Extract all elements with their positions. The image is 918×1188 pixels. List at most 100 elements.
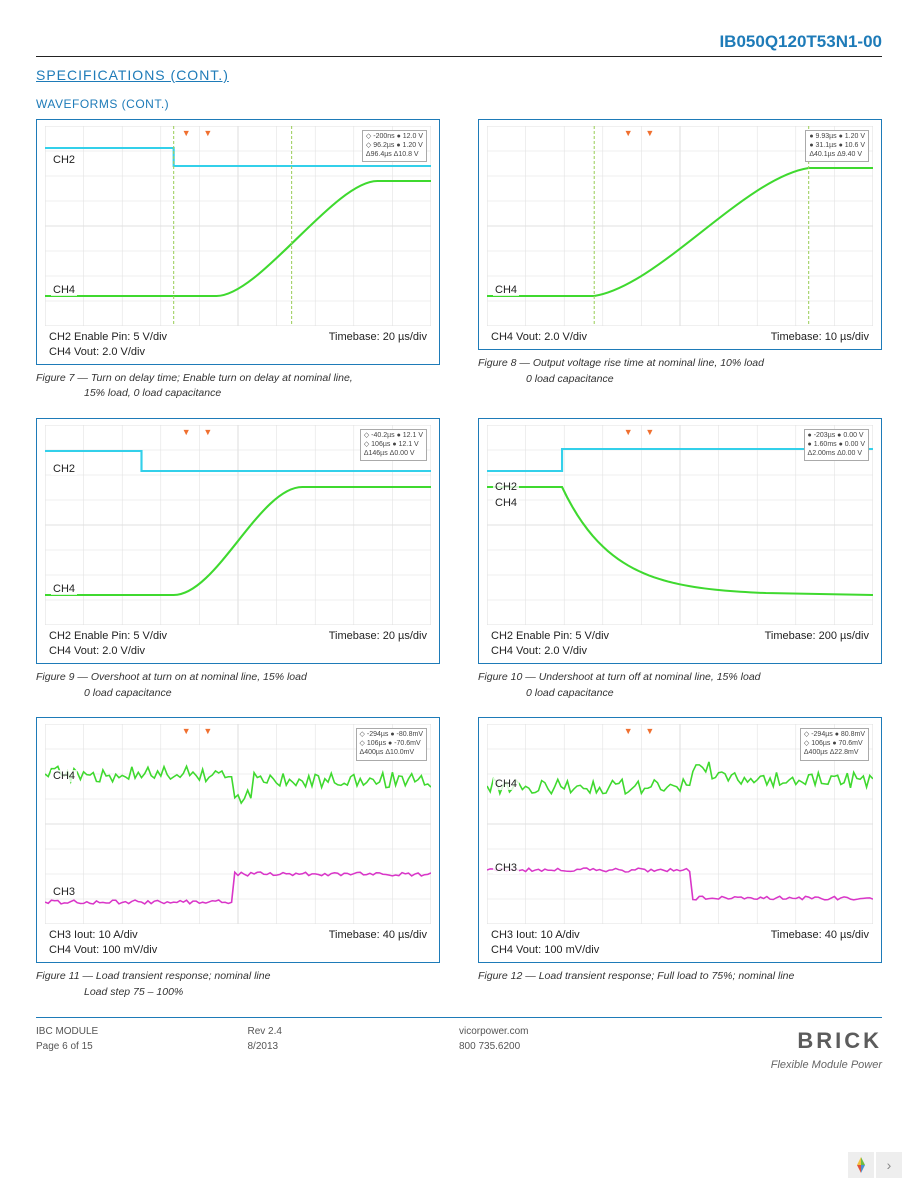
cursor-readout: ● -203µs ● 0.00 V● 1.60ms ● 0.00 VΔ2.00m…: [804, 429, 869, 461]
brand-name: BRICK: [671, 1024, 883, 1057]
figures-grid: CH2 CH4 ▼ ▼ ◇ -200ns ● 12.0 V◇ 96.2µs ● 1…: [36, 119, 882, 1011]
oscilloscope-frame: CH2 CH4 ▼ ▼ ◇ -200ns ● 12.0 V◇ 96.2µs ● 1…: [36, 119, 440, 365]
oscilloscope-plot: CH2CH4 ▼ ▼ ● -203µs ● 0.00 V● 1.60ms ● 0…: [487, 425, 873, 625]
section-subtitle: WAVEFORMS (CONT.): [36, 97, 882, 111]
trigger-marker-icon: ▼: [645, 726, 654, 736]
oscilloscope-frame: CH4 CH3 ▼ ▼ ◇ -294µs ● -80.8mV◇ 106µs ● -…: [36, 717, 440, 963]
figure-caption-line1: Figure 12 — Load transient response; Ful…: [478, 970, 794, 982]
oscilloscope-frame: CH2CH4 ▼ ▼ ● -203µs ● 0.00 V● 1.60ms ● 0…: [478, 418, 882, 664]
figure-block: CH2CH4 ▼ ▼ ● -203µs ● 0.00 V● 1.60ms ● 0…: [478, 418, 882, 711]
footer-module: IBC MODULE: [36, 1024, 248, 1039]
timebase-label: Timebase: 40 µs/div: [329, 928, 427, 958]
trigger-marker-icon: ▼: [203, 726, 212, 736]
channel-label: CH4: [51, 770, 77, 782]
figure-caption-line1: Figure 9 — Overshoot at turn on at nomin…: [36, 671, 307, 683]
scope-scale-label: CH2 Enable Pin: 5 V/div: [49, 629, 167, 644]
oscilloscope-plot: CH4 ▼ ▼ ● 9.93µs ● 1.20 V● 31.1µs ● 10.6…: [487, 126, 873, 326]
figure-block: CH4CH3 ▼ ▼ ◇ -294µs ● 80.8mV◇ 106µs ● 70…: [478, 717, 882, 1010]
channel-label: CH4: [51, 284, 77, 296]
figure-block: CH4 ▼ ▼ ● 9.93µs ● 1.20 V● 31.1µs ● 10.6…: [478, 119, 882, 412]
figure-block: CH2CH4 ▼ ▼ ◇ -40.2µs ● 12.1 V◇ 106µs ● 1…: [36, 418, 440, 711]
footer-col-module: IBC MODULE Page 6 of 15: [36, 1024, 248, 1054]
scope-scale-label: CH4 Vout: 2.0 V/div: [49, 345, 167, 360]
scope-scale-label: CH4 Vout: 2.0 V/div: [49, 644, 167, 659]
footer-date: 8/2013: [248, 1039, 460, 1054]
channel-label: CH3: [493, 862, 519, 874]
trigger-marker-icon: ▼: [182, 427, 191, 437]
figure-caption: Figure 10 — Undershoot at turn off at no…: [478, 664, 882, 712]
figure-caption-line2: Load step 75 – 100%: [36, 985, 440, 1001]
timebase-label: Timebase: 10 µs/div: [771, 330, 869, 345]
oscilloscope-plot: CH2CH4 ▼ ▼ ◇ -40.2µs ● 12.1 V◇ 106µs ● 1…: [45, 425, 431, 625]
section-title: SPECIFICATIONS (CONT.): [36, 67, 882, 83]
figure-caption-line2: 0 load capacitance: [478, 372, 882, 388]
oscilloscope-frame: CH4CH3 ▼ ▼ ◇ -294µs ● 80.8mV◇ 106µs ● 70…: [478, 717, 882, 963]
trigger-marker-icon: ▼: [645, 128, 654, 138]
footer-url: vicorpower.com: [459, 1024, 671, 1039]
figure-caption-line2: 0 load capacitance: [478, 686, 882, 702]
channel-label: CH4: [493, 284, 519, 296]
figure-caption-line1: Figure 11 — Load transient response; nom…: [36, 970, 270, 982]
trigger-marker-icon: ▼: [182, 726, 191, 736]
figure-caption-line1: Figure 10 — Undershoot at turn off at no…: [478, 671, 761, 683]
figure-caption-line2: 0 load capacitance: [36, 686, 440, 702]
footer-col-contact: vicorpower.com 800 735.6200: [459, 1024, 671, 1054]
scope-info-bar: CH2 Enable Pin: 5 V/divCH4 Vout: 2.0 V/d…: [45, 625, 431, 661]
cursor-readout: ◇ -294µs ● 80.8mV◇ 106µs ● 70.6mVΔ400µs …: [800, 728, 869, 760]
trigger-marker-icon: ▼: [645, 427, 654, 437]
trigger-marker-icon: ▼: [203, 427, 212, 437]
figure-caption: Figure 12 — Load transient response; Ful…: [478, 963, 882, 995]
figure-caption-line2: 15% load, 0 load capacitance: [36, 386, 440, 402]
scope-info-bar: CH4 Vout: 2.0 V/div Timebase: 10 µs/div: [487, 326, 873, 347]
header-rule: [36, 56, 882, 57]
channel-label: CH3: [51, 886, 77, 898]
figure-caption: Figure 8 — Output voltage rise time at n…: [478, 350, 882, 398]
scope-scale-label: CH4 Vout: 100 mV/div: [49, 943, 157, 958]
scope-scale-label: CH3 Iout: 10 A/div: [49, 928, 157, 943]
timebase-label: Timebase: 20 µs/div: [329, 629, 427, 659]
trigger-marker-icon: ▼: [182, 128, 191, 138]
trigger-marker-icon: ▼: [203, 128, 212, 138]
footer-col-rev: Rev 2.4 8/2013: [248, 1024, 460, 1054]
scope-scale-label: CH4 Vout: 2.0 V/div: [491, 644, 609, 659]
scope-info-bar: CH2 Enable Pin: 5 V/divCH4 Vout: 2.0 V/d…: [45, 326, 431, 362]
scope-info-bar: CH2 Enable Pin: 5 V/divCH4 Vout: 2.0 V/d…: [487, 625, 873, 661]
channel-label: CH2: [51, 463, 77, 475]
footer-brand: BRICK Flexible Module Power: [671, 1024, 883, 1074]
scope-scale-label: CH2 Enable Pin: 5 V/div: [491, 629, 609, 644]
channel-label: CH2: [51, 154, 77, 166]
oscilloscope-frame: CH2CH4 ▼ ▼ ◇ -40.2µs ● 12.1 V◇ 106µs ● 1…: [36, 418, 440, 664]
corner-badge: ›: [848, 1152, 902, 1178]
datasheet-page: IB050Q120T53N1-00 SPECIFICATIONS (CONT.)…: [0, 0, 918, 1188]
page-footer: IBC MODULE Page 6 of 15 Rev 2.4 8/2013 v…: [36, 1018, 882, 1074]
oscilloscope-plot: CH4 CH3 ▼ ▼ ◇ -294µs ● -80.8mV◇ 106µs ● -…: [45, 724, 431, 924]
scope-info-bar: CH3 Iout: 10 A/divCH4 Vout: 100 mV/div T…: [45, 924, 431, 960]
cursor-readout: ◇ -294µs ● -80.8mV◇ 106µs ● -70.6mVΔ400µ…: [356, 728, 427, 760]
scope-scale-label: CH4 Vout: 100 mV/div: [491, 943, 599, 958]
channel-label: CH2: [493, 481, 519, 493]
figure-caption: Figure 7 — Turn on delay time; Enable tu…: [36, 365, 440, 413]
figure-caption-line1: Figure 8 — Output voltage rise time at n…: [478, 357, 764, 369]
channel-label: CH4: [493, 497, 519, 509]
footer-phone: 800 735.6200: [459, 1039, 671, 1054]
timebase-label: Timebase: 40 µs/div: [771, 928, 869, 958]
figure-caption-line1: Figure 7 — Turn on delay time; Enable tu…: [36, 372, 353, 384]
figure-caption: Figure 11 — Load transient response; nom…: [36, 963, 440, 1011]
oscilloscope-plot: CH2 CH4 ▼ ▼ ◇ -200ns ● 12.0 V◇ 96.2µs ● 1…: [45, 126, 431, 326]
cursor-readout: ◇ -40.2µs ● 12.1 V◇ 106µs ● 12.1 VΔ146µs…: [360, 429, 427, 461]
figure-caption: Figure 9 — Overshoot at turn on at nomin…: [36, 664, 440, 712]
figure-block: CH2 CH4 ▼ ▼ ◇ -200ns ● 12.0 V◇ 96.2µs ● 1…: [36, 119, 440, 412]
cursor-readout: ◇ -200ns ● 12.0 V◇ 96.2µs ● 1.20 VΔ96.4µ…: [362, 130, 427, 162]
scope-scale-label: CH3 Iout: 10 A/div: [491, 928, 599, 943]
oscilloscope-plot: CH4CH3 ▼ ▼ ◇ -294µs ● 80.8mV◇ 106µs ● 70…: [487, 724, 873, 924]
part-number: IB050Q120T53N1-00: [36, 32, 882, 56]
logo-icon: [848, 1152, 874, 1178]
next-page-button[interactable]: ›: [876, 1152, 902, 1178]
scope-scale-label: CH4 Vout: 2.0 V/div: [491, 330, 587, 345]
scope-scale-label: CH2 Enable Pin: 5 V/div: [49, 330, 167, 345]
footer-rev: Rev 2.4: [248, 1024, 460, 1039]
scope-info-bar: CH3 Iout: 10 A/divCH4 Vout: 100 mV/div T…: [487, 924, 873, 960]
timebase-label: Timebase: 200 µs/div: [765, 629, 869, 659]
timebase-label: Timebase: 20 µs/div: [329, 330, 427, 360]
cursor-readout: ● 9.93µs ● 1.20 V● 31.1µs ● 10.6 VΔ40.1µ…: [805, 130, 869, 162]
